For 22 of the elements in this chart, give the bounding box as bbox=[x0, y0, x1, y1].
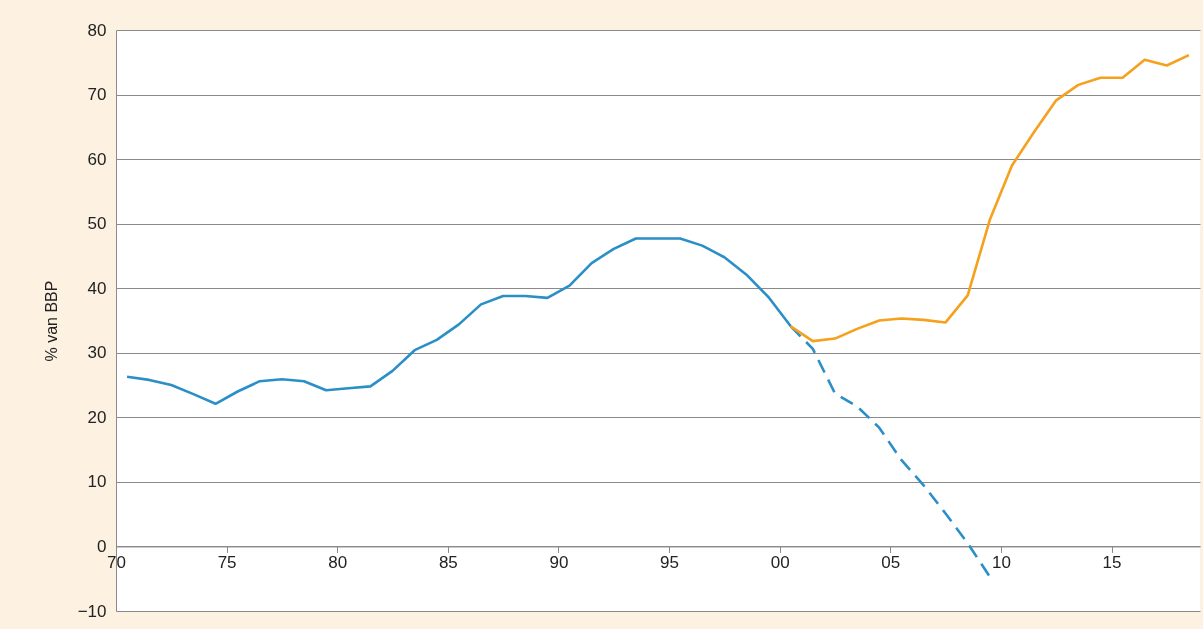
x-tick-label: 75 bbox=[217, 552, 237, 572]
y-tick-label: 40 bbox=[87, 278, 107, 298]
x-tick-label: 15 bbox=[1102, 552, 1122, 572]
y-tick-label: −10 bbox=[77, 601, 107, 621]
y-axis-title: % van BBP bbox=[42, 280, 60, 362]
y-tick-label: 0 bbox=[97, 536, 107, 556]
x-tick-label: 70 bbox=[107, 552, 126, 572]
x-tick-label: 80 bbox=[328, 552, 348, 572]
y-tick-label: 10 bbox=[87, 472, 107, 492]
x-tick-label: 00 bbox=[770, 552, 790, 572]
y-tick-label: 60 bbox=[87, 149, 107, 169]
y-tick-label: 50 bbox=[87, 214, 107, 234]
x-tick-label: 05 bbox=[881, 552, 901, 572]
x-tick-label: 10 bbox=[991, 552, 1011, 572]
y-tick-label: 30 bbox=[87, 343, 107, 363]
y-tick-label: 80 bbox=[87, 20, 107, 40]
x-tick-label: 85 bbox=[438, 552, 458, 572]
y-tick-label: 20 bbox=[87, 407, 107, 427]
x-tick-label: 90 bbox=[549, 552, 569, 572]
y-tick-label: 70 bbox=[87, 85, 107, 105]
x-tick-label: 95 bbox=[660, 552, 680, 572]
line-series bbox=[789, 53, 1191, 343]
